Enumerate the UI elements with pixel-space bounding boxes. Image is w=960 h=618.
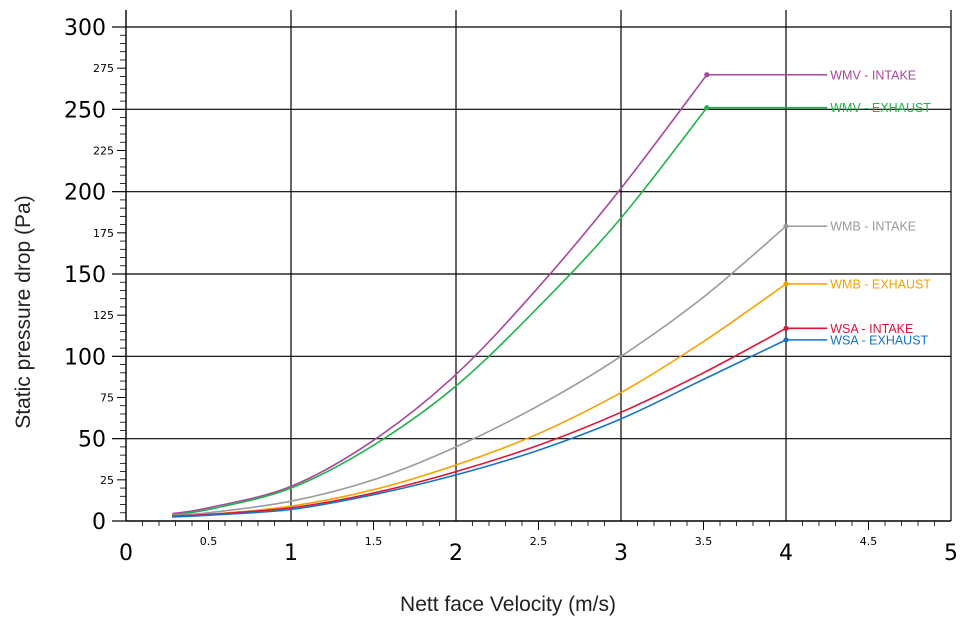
grid: [126, 10, 952, 521]
x-tick-label-1: 1: [284, 541, 298, 566]
x-tick-label-0.5: 0.5: [200, 535, 218, 548]
y-tick-label-150: 150: [64, 263, 106, 288]
y-axis-title: Static pressure drop (Pa): [12, 195, 35, 428]
series-line-wsa-exhaust: [172, 339, 787, 518]
y-tick-label-50: 50: [78, 428, 106, 453]
x-axis-title: Nett face Velocity (m/s): [400, 593, 616, 616]
x-tick-label-5: 5: [944, 541, 958, 566]
y-tick-label-225: 225: [93, 145, 114, 158]
y-tick-label-125: 125: [93, 309, 114, 322]
y-tick-label-175: 175: [93, 227, 114, 240]
x-tick-label-0: 0: [119, 541, 133, 566]
x-tick-label-2.5: 2.5: [530, 535, 548, 548]
x-tick-label-4: 4: [779, 541, 793, 566]
series-line-wmb-intake: [172, 225, 787, 516]
y-tick-label-250: 250: [64, 98, 106, 123]
series-lines: WMV - INTAKE WMV - EXHAUST WMB - INTAKE WMB…: [172, 68, 931, 518]
series-label-wsa-exhaust: WSA - EXHAUST: [830, 333, 928, 347]
x-tick-label-3: 3: [614, 541, 628, 566]
axes: [112, 10, 951, 530]
y-tick-label-300: 300: [64, 16, 106, 41]
y-axis-ticks: 0 50 100 150 200 250 300 25 75 125 175 225 275: [64, 16, 114, 535]
series-label-wsa-intake: WSA - INTAKE: [830, 322, 913, 336]
y-tick-label-100: 100: [64, 345, 106, 370]
series-line-wmv-exhaust: [172, 107, 708, 516]
y-tick-label-25: 25: [100, 474, 114, 487]
x-axis-ticks: 0 1 2 3 4 5 0.5 1.5 2.5 3.5 4.5: [119, 535, 958, 566]
y-tick-label-75: 75: [100, 392, 114, 405]
series-line-wmv-intake: [172, 74, 708, 515]
x-tick-label-3.5: 3.5: [695, 535, 713, 548]
series-label-wmv-exhaust: WMV - EXHAUST: [830, 101, 931, 115]
series-label-wmb-intake: WMB - INTAKE: [830, 220, 916, 234]
x-tick-label-2: 2: [449, 541, 463, 566]
series-line-wmb-exhaust: [172, 283, 787, 517]
series-label-wmv-intake: WMV - INTAKE: [830, 68, 916, 82]
y-tick-label-200: 200: [64, 181, 106, 206]
x-tick-label-1.5: 1.5: [365, 535, 383, 548]
x-tick-label-4.5: 4.5: [860, 535, 878, 548]
y-tick-label-0: 0: [92, 510, 106, 535]
series-label-wmb-exhaust: WMB - EXHAUST: [830, 277, 931, 291]
y-tick-label-275: 275: [93, 62, 114, 75]
series-line-wsa-intake: [172, 327, 787, 517]
